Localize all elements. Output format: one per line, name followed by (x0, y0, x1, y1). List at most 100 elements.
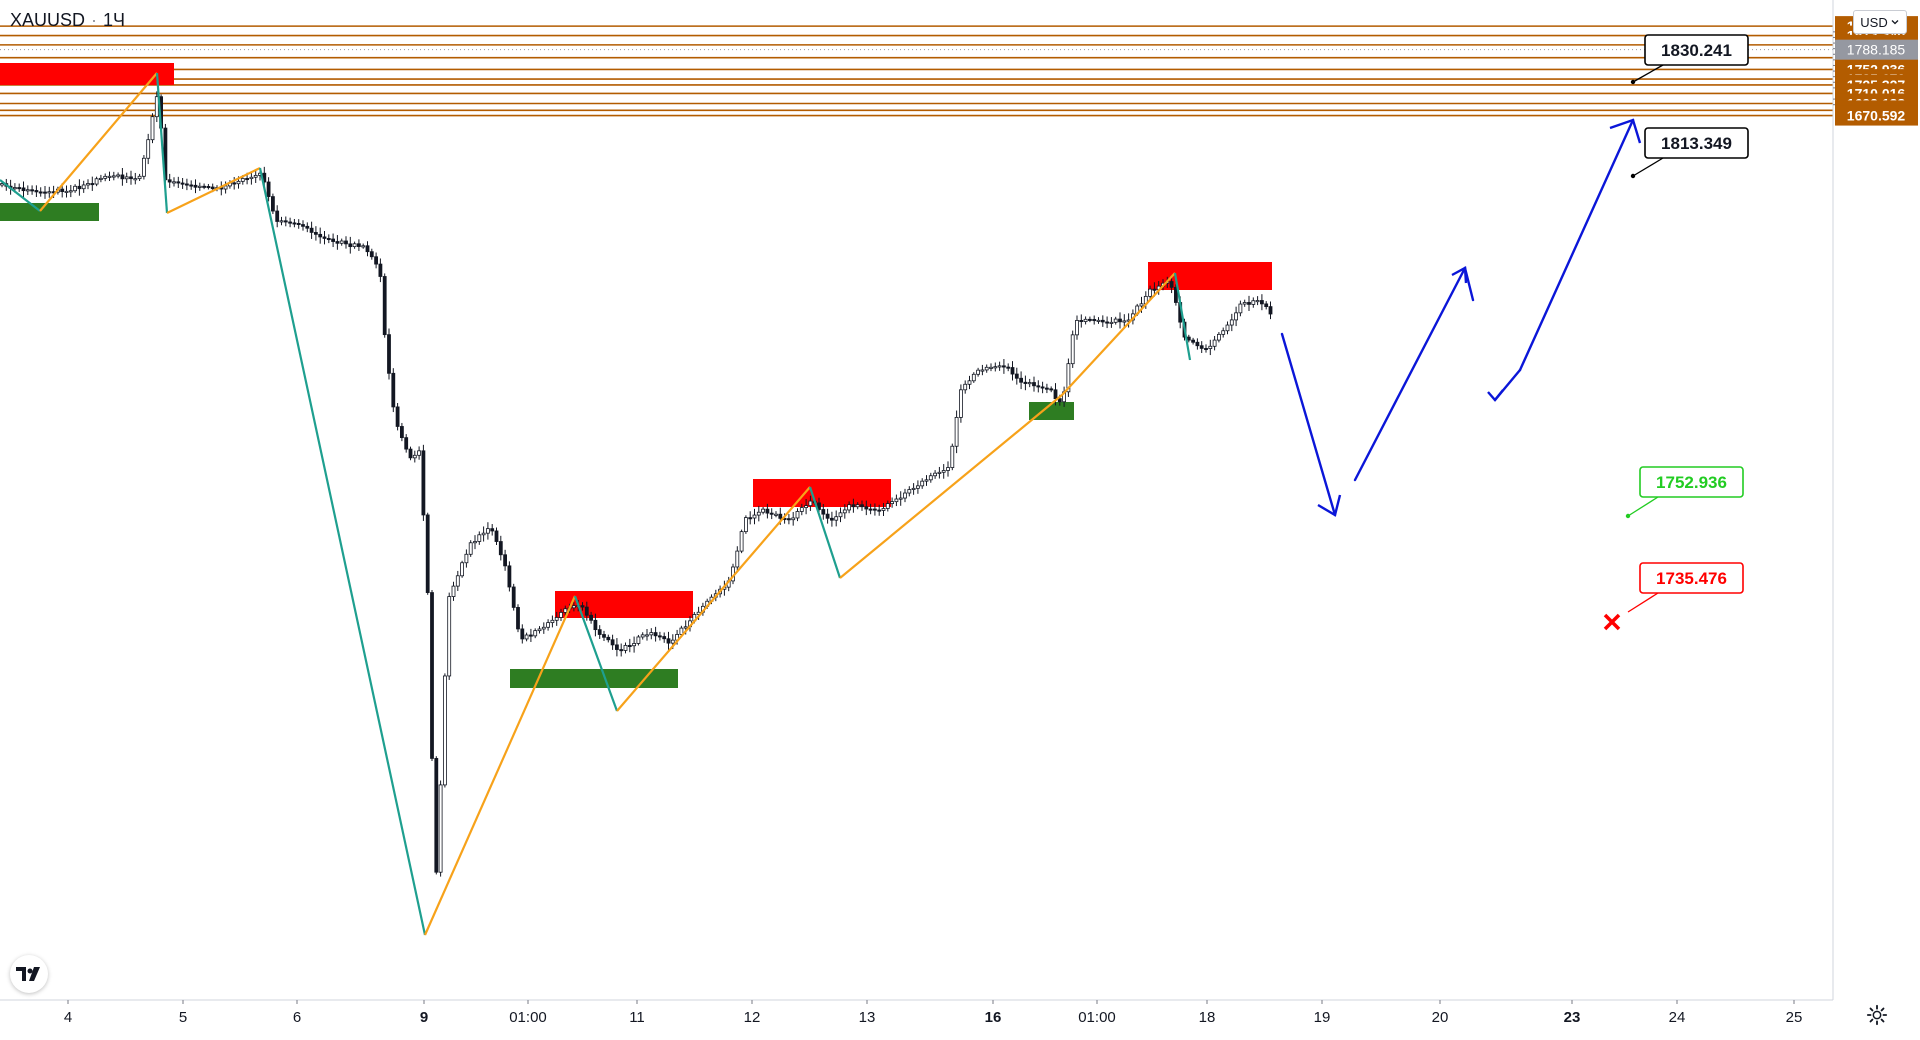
candle (1204, 344, 1208, 353)
candle (335, 235, 340, 250)
candle (1075, 315, 1079, 340)
candle (1049, 386, 1054, 393)
candle (1014, 367, 1019, 385)
candle (739, 529, 744, 554)
callout-box (1639, 466, 1744, 498)
time-tick-label: 6 (293, 1009, 301, 1026)
candle (967, 375, 972, 390)
candle (529, 628, 533, 642)
candle (541, 622, 546, 634)
candle (481, 526, 486, 542)
candle (77, 179, 82, 196)
up-swing-line (423, 595, 577, 936)
candle (623, 642, 628, 654)
candle (937, 466, 942, 479)
symbol-legend[interactable]: XAUUSD · 1Ч (10, 10, 125, 31)
down-swing-line (0, 179, 41, 212)
candle (374, 252, 379, 269)
candle (1225, 321, 1230, 335)
candle (533, 628, 538, 639)
up-swing-line (1061, 272, 1176, 396)
time-tick-label: 25 (1786, 1009, 1803, 1026)
target-callout: 1813.349 (1630, 127, 1749, 179)
candle (1234, 306, 1238, 327)
callout-pointer (1627, 496, 1659, 517)
up-swing-line (616, 486, 811, 712)
currency-button[interactable]: USD (1853, 10, 1907, 34)
candle (658, 631, 662, 641)
time-tick-label: 20 (1432, 1009, 1449, 1026)
symbol-name: XAUUSD (10, 10, 86, 30)
candle (1006, 363, 1011, 372)
time-tick-label: 12 (744, 1009, 761, 1026)
candle (1002, 359, 1006, 374)
time-tick-label: 24 (1669, 1009, 1686, 1026)
down-swing-line (258, 167, 427, 936)
candle (141, 155, 146, 180)
time-tick-label: 5 (179, 1009, 187, 1026)
time-tick-label: 01:00 (1078, 1009, 1116, 1026)
candle (369, 248, 374, 260)
candle (309, 221, 314, 239)
candle (787, 514, 791, 525)
candle (425, 512, 430, 595)
candle (516, 604, 520, 633)
candle (933, 470, 937, 479)
gear-icon[interactable] (1866, 1004, 1888, 1026)
candle (903, 488, 907, 503)
target-callout: 1752.936 (1625, 466, 1744, 519)
candle (971, 372, 976, 383)
candle (103, 173, 108, 182)
candle (1208, 339, 1213, 356)
candle (417, 446, 422, 460)
candle (653, 626, 658, 642)
tradingview-logo-icon[interactable] (10, 955, 48, 993)
candle (301, 220, 305, 231)
candle (950, 443, 955, 471)
candle (249, 171, 254, 185)
candle (1191, 337, 1195, 345)
candle (1083, 316, 1088, 325)
callout-box (1644, 127, 1749, 159)
candle (1174, 284, 1178, 306)
candle (894, 494, 899, 507)
candle (580, 602, 585, 611)
candle (554, 611, 559, 626)
candle (451, 581, 456, 601)
candle (928, 472, 933, 483)
candle (791, 512, 796, 526)
candle (490, 524, 495, 536)
candle (774, 511, 778, 518)
candle (124, 172, 129, 183)
candle (619, 643, 624, 657)
candle (1079, 314, 1084, 328)
candle (86, 179, 90, 190)
candle (636, 634, 641, 646)
forecast-line (1518, 118, 1635, 372)
candle (150, 113, 155, 144)
candle (649, 628, 654, 640)
candle (193, 179, 198, 194)
candle (498, 535, 503, 561)
candle (645, 629, 649, 641)
candle (559, 608, 563, 622)
candle (1113, 316, 1118, 325)
down-swing-line (155, 72, 169, 214)
time-tick-label: 11 (629, 1009, 645, 1026)
candle (873, 503, 877, 516)
callout-box (1639, 562, 1744, 594)
candle (1229, 313, 1234, 332)
svg-text:1788.185: 1788.185 (1847, 42, 1906, 58)
down-swing-line (573, 595, 619, 712)
candle (25, 185, 30, 195)
candle (81, 180, 86, 193)
candle (563, 605, 568, 616)
candle (838, 507, 843, 523)
candle (735, 546, 740, 572)
candle (885, 500, 890, 512)
time-tick-label: 16 (985, 1009, 1002, 1026)
svg-text:1670.592: 1670.592 (1847, 108, 1906, 124)
candle (984, 364, 989, 373)
candle (296, 219, 301, 229)
